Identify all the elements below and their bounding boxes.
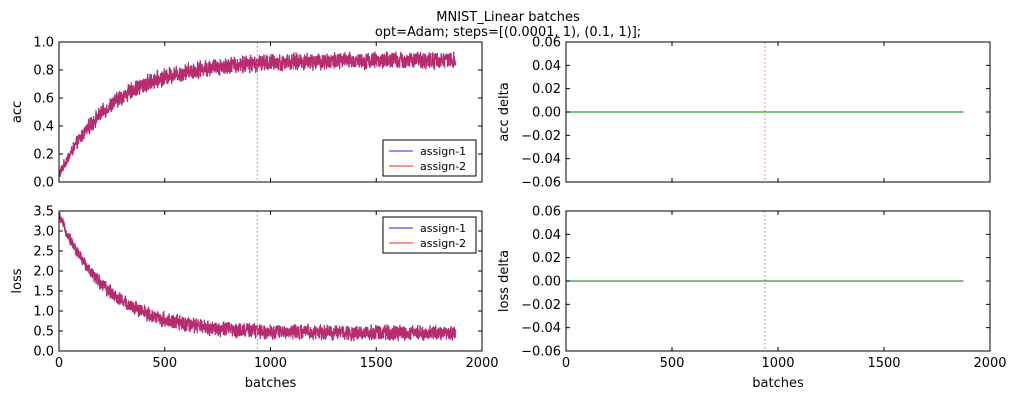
y-tick-label: 3.0 xyxy=(33,225,54,240)
y-tick-label: −0.02 xyxy=(521,129,561,144)
legend: assign-1 assign-2 xyxy=(382,216,477,254)
y-tick-label: 0.2 xyxy=(33,148,54,163)
subplot-acc-delta: −0.06 −0.04 −0.02 0.00 0.02 0.04 0.06 acc delta xyxy=(497,36,991,191)
y-axis-label: acc xyxy=(10,101,25,123)
subplot-acc: 0.0 0.2 0.4 0.6 0.8 1.0 acc assign-1 assign-2 xyxy=(10,36,483,191)
x-tick-label: 1500 xyxy=(360,356,393,371)
y-tick-label: 0.06 xyxy=(532,36,561,51)
y-tick-label: −0.06 xyxy=(521,345,561,360)
legend: assign-1 assign-2 xyxy=(382,139,477,177)
y-axis-label: loss delta xyxy=(497,250,512,312)
y-tick-label: 3.5 xyxy=(33,205,54,220)
subplot-grid: 0.0 0.2 0.4 0.6 0.8 1.0 acc assign-1 assign-2 −0.… xyxy=(10,36,1007,392)
y-tick-label: 0.0 xyxy=(33,176,54,191)
y-tick-label: 1.5 xyxy=(33,285,54,300)
subplot-loss-delta: 0 500 1000 1500 2000 −0.06 −0.04 −0.02 0.00 0.02 0… xyxy=(497,205,1007,392)
plot-area xyxy=(59,211,456,351)
x-tick-label: 1500 xyxy=(867,356,900,371)
x-tick-label: 0 xyxy=(55,356,63,371)
y-tick-label: 1.0 xyxy=(33,305,54,320)
y-tick-label: 0.00 xyxy=(532,275,561,290)
plot-area xyxy=(566,211,964,351)
y-tick-label: −0.04 xyxy=(521,152,561,167)
y-tick-label: 0.02 xyxy=(532,82,561,97)
x-tick-label: 1000 xyxy=(254,356,287,371)
series-line-assign-2 xyxy=(59,51,456,177)
x-tick-label: 500 xyxy=(660,356,685,371)
legend-label-assign-2: assign-2 xyxy=(420,237,466,250)
y-tick-label: −0.04 xyxy=(521,321,561,336)
y-tick-label: 1.0 xyxy=(33,36,54,51)
y-tick-label: 0.4 xyxy=(33,120,54,135)
legend-label-assign-1: assign-1 xyxy=(420,145,466,158)
x-axis-label: batches xyxy=(752,376,804,391)
figure-title-line2: opt=Adam; steps=[(0.0001, 1), (0.1, 1)]; xyxy=(375,25,641,40)
y-tick-label: 2.0 xyxy=(33,265,54,280)
legend-frame xyxy=(382,216,477,254)
legend-frame xyxy=(382,139,477,177)
y-tick-label: 0.8 xyxy=(33,64,54,79)
y-tick-label: 0.02 xyxy=(532,251,561,266)
x-tick-label: 500 xyxy=(152,356,177,371)
y-tick-label: −0.06 xyxy=(521,176,561,191)
y-tick-label: 0.00 xyxy=(532,106,561,121)
y-tick-label: 0.04 xyxy=(532,59,561,74)
y-tick-label: −0.02 xyxy=(521,298,561,313)
x-axis-label: batches xyxy=(245,376,297,391)
legend-label-assign-1: assign-1 xyxy=(420,222,466,235)
y-tick-label: 0.0 xyxy=(33,345,54,360)
y-tick-label: 0.5 xyxy=(33,325,54,340)
y-axis-label: acc delta xyxy=(497,82,512,141)
x-tick-label: 1000 xyxy=(761,356,794,371)
x-tick-label: 2000 xyxy=(465,356,498,371)
y-tick-label: 0.04 xyxy=(532,228,561,243)
figure-title-line1: MNIST_Linear batches xyxy=(436,10,580,25)
y-tick-label: 0.06 xyxy=(532,205,561,220)
subplot-loss: 0 500 1000 1500 2000 0.0 0.5 1.0 1.5 2.0 2.5 3.0 3.5… xyxy=(10,205,499,392)
x-tick-label: 0 xyxy=(562,356,570,371)
plot-area xyxy=(566,42,964,182)
y-tick-label: 2.5 xyxy=(33,245,54,260)
plot-area xyxy=(59,42,456,182)
y-tick-label: 0.6 xyxy=(33,92,54,107)
legend-label-assign-2: assign-2 xyxy=(420,160,466,173)
x-tick-label: 2000 xyxy=(973,356,1006,371)
y-axis-label: loss xyxy=(10,268,25,293)
